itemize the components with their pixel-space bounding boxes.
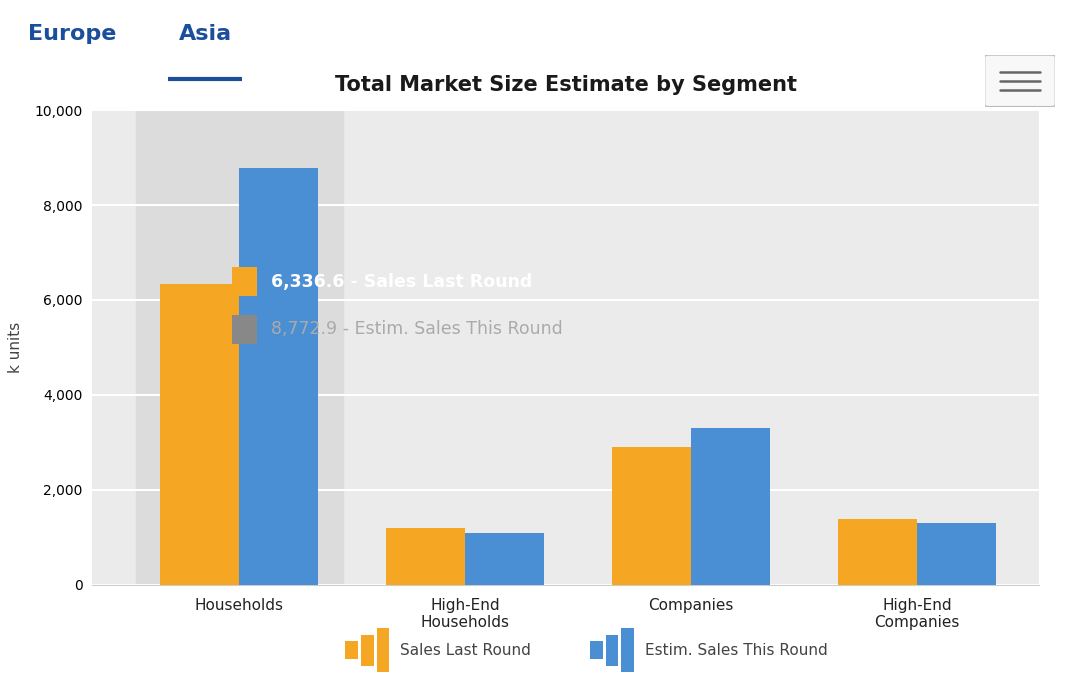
Bar xyxy=(386,528,466,585)
Bar xyxy=(590,641,603,659)
Bar xyxy=(838,519,917,585)
Y-axis label: k units: k units xyxy=(9,322,24,373)
Bar xyxy=(239,169,319,585)
Text: 6,336.6 - Sales Last Round: 6,336.6 - Sales Last Round xyxy=(271,272,532,291)
Bar xyxy=(233,267,258,297)
Bar xyxy=(361,634,373,666)
Bar xyxy=(136,110,344,585)
Bar xyxy=(160,284,239,585)
Bar xyxy=(613,447,691,585)
Text: Estim. Sales This Round: Estim. Sales This Round xyxy=(645,643,828,658)
Text: Sales Last Round: Sales Last Round xyxy=(400,643,531,658)
Bar xyxy=(233,314,258,344)
Text: Europe: Europe xyxy=(28,24,116,44)
Title: Total Market Size Estimate by Segment: Total Market Size Estimate by Segment xyxy=(335,74,796,95)
Bar xyxy=(917,523,996,585)
Bar xyxy=(606,634,618,666)
Text: Asia: Asia xyxy=(178,24,232,44)
Bar xyxy=(376,629,390,671)
Bar xyxy=(345,641,358,659)
Bar xyxy=(621,629,634,671)
Text: 8,772.9 - Estim. Sales This Round: 8,772.9 - Estim. Sales This Round xyxy=(271,321,562,338)
Bar xyxy=(466,533,544,585)
Bar xyxy=(691,428,770,585)
FancyBboxPatch shape xyxy=(985,55,1055,107)
